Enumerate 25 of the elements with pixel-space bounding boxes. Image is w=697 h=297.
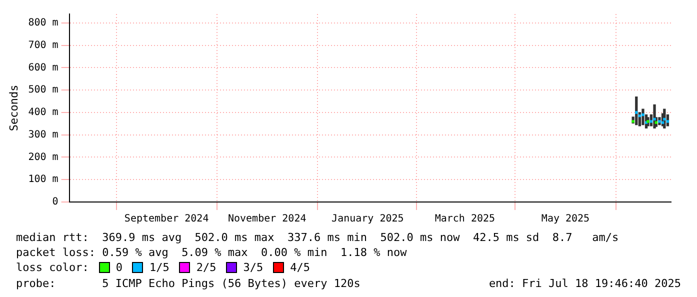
legend-label: 3/5 xyxy=(242,260,264,275)
y-tick-label: 800 m xyxy=(28,18,58,29)
text: end: Fri Jul 18 19:46:40 2025 xyxy=(488,276,681,291)
x-tick-label: September 2024 xyxy=(124,214,209,225)
text: probe: 5 ICMP Echo Pings (56 Bytes) every 120s xyxy=(16,276,360,291)
text: median rtt: 369.9 ms avg 502.0 ms max 337.6 ms min 502.0 ms now 42.5 ms sd 8.7 am/s xyxy=(16,230,619,245)
x-tick-label: March 2025 xyxy=(434,214,496,225)
y-tick-label: 700 m xyxy=(28,40,58,51)
x-tick-label: January 2025 xyxy=(332,214,404,225)
y-tick-label: 100 m xyxy=(28,174,58,186)
x-tick-label: May 2025 xyxy=(541,214,590,225)
y-tick-label: 300 m xyxy=(28,129,58,140)
legend-label: 4/5 xyxy=(289,260,310,275)
text: packet loss: 0.59 % avg 5.09 % max 0.00 % min 1.18 % now xyxy=(16,245,407,260)
y-tick-label: 200 m xyxy=(28,152,58,163)
legend-label: 2/5 xyxy=(195,260,216,275)
legend-label: 1/5 xyxy=(148,260,170,275)
y-tick-label: 600 m xyxy=(28,62,58,74)
y-axis-title: Seconds xyxy=(7,84,20,132)
y-tick-label: 0 xyxy=(52,196,58,208)
legend-title: loss color: xyxy=(16,260,89,275)
y-tick-label: 400 m xyxy=(28,107,58,118)
y-tick-label: 500 m xyxy=(28,84,58,96)
legend-label: 0 xyxy=(114,260,122,275)
x-tick-label: November 2024 xyxy=(228,214,306,225)
